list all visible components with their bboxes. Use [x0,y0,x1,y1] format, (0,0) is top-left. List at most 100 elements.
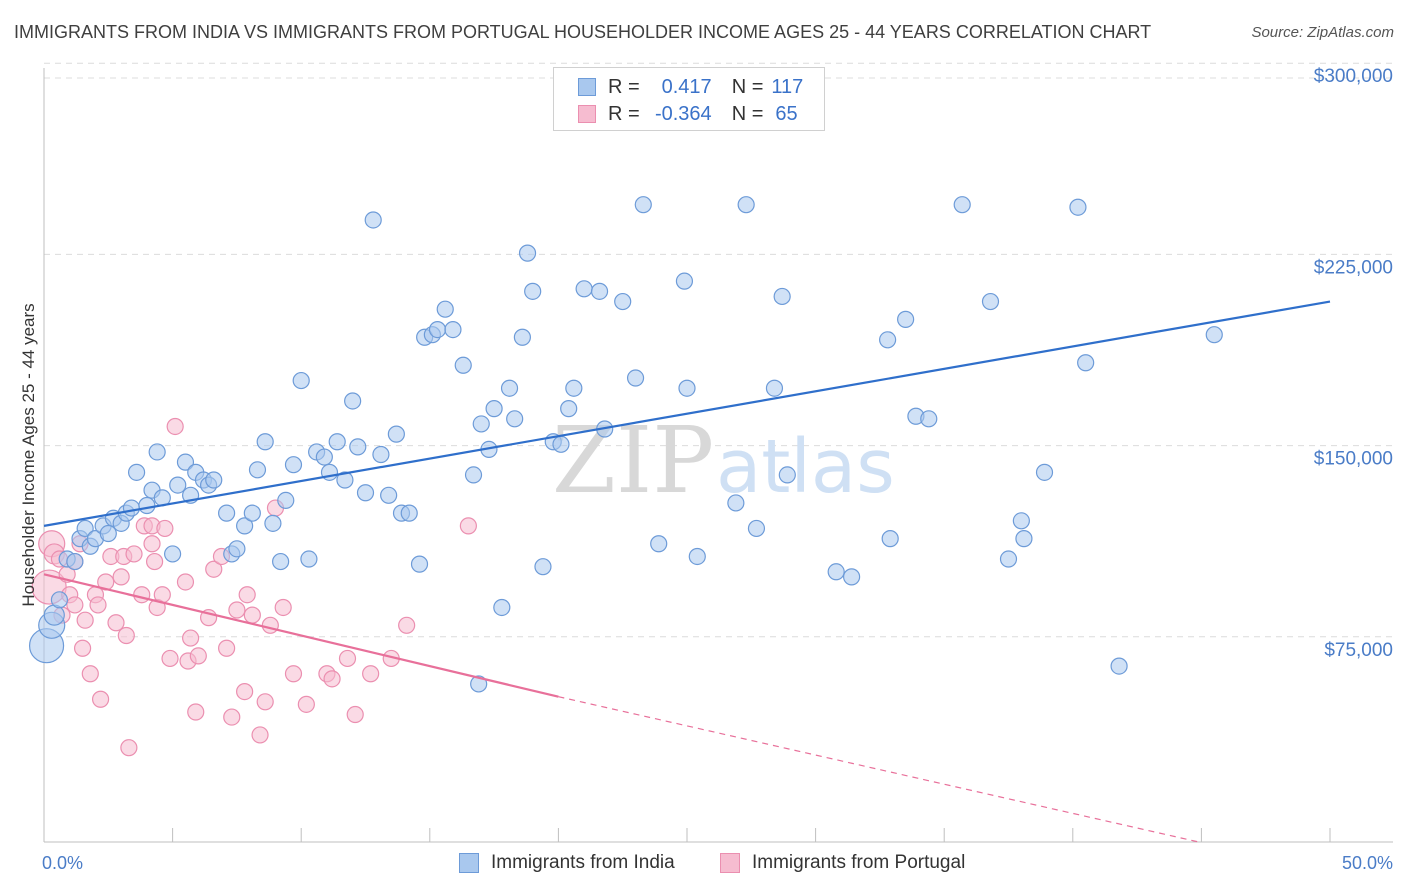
data-point [66,552,84,571]
data-point [953,196,971,214]
data-point [127,463,146,481]
data-point [534,558,552,576]
data-point [410,555,429,573]
legend-swatch-portugal [578,105,596,123]
data-point [236,517,254,535]
data-point [336,471,354,489]
source-credit: Source: ZipAtlas.com [1251,24,1394,41]
data-point [634,196,652,214]
data-point [364,211,382,229]
data-point [145,552,164,571]
data-point [518,244,537,262]
data-point [920,410,938,428]
data-point [500,379,519,397]
data-point [148,443,166,461]
data-point [187,703,205,721]
data-point [590,282,609,300]
data-point [727,494,745,512]
watermark-zip: ZIP [552,407,714,514]
data-point [297,695,315,713]
data-point [380,486,398,504]
data-point [778,466,796,484]
data-point [89,596,107,614]
y-tick-label: $300,000 [1314,66,1393,87]
data-point [251,726,269,744]
data-point [552,435,570,453]
legend-r-label: R = [608,75,640,98]
data-point [76,519,94,538]
data-point [356,484,375,502]
data-point [372,445,390,464]
data-point [164,545,182,563]
data-point [125,545,143,563]
data-point [189,647,207,665]
data-point [277,491,295,509]
data-point [323,670,341,688]
data-point [91,690,110,708]
data-point [236,682,254,701]
trend-line-portugal-extension [558,696,1199,843]
axes-layer [43,68,1393,843]
data-point [827,563,845,581]
data-point [737,196,755,214]
data-point [274,598,292,617]
data-point [156,519,174,538]
data-point [843,568,861,586]
data-point [344,392,362,410]
data-point [122,499,141,517]
data-point [292,371,310,390]
data-point [243,504,261,522]
data-point [166,417,184,436]
x-tick-label: 0.0% [42,853,83,873]
data-point [472,415,490,433]
data-point [470,675,488,693]
y-tick-label: $225,000 [1314,257,1393,278]
data-point [1035,463,1054,481]
data-point [464,466,483,484]
data-point [338,649,357,668]
india-points [28,196,1223,693]
trend-line-india [43,300,1331,527]
data-point [349,438,367,456]
data-point [169,476,187,494]
watermark: ZIP atlas [552,407,895,514]
data-point [284,665,303,683]
data-point [560,400,578,418]
chart-title: IMMIGRANTS FROM INDIA VS IMMIGRANTS FROM… [14,22,1152,42]
data-point [881,530,899,548]
legend-r-label: R = [608,102,640,125]
data-point [261,616,279,634]
data-point [182,629,200,647]
data-point [228,601,246,619]
legend-n-label: N = [731,102,764,125]
data-point [1069,198,1087,216]
data-point [243,606,261,624]
legend-row-portugal: R = -0.364 N = 65 [578,102,798,126]
data-point [524,282,542,300]
trend-line-portugal [43,573,559,698]
data-point [614,292,632,311]
data-point [205,560,223,578]
data-point [1012,512,1030,530]
data-point [879,331,897,349]
data-point [138,496,156,515]
data-point [565,379,583,397]
data-point [73,639,92,657]
data-point [493,598,511,617]
y-axis-title: Householder Income Ages 25 - 44 years [19,303,38,606]
data-point [398,616,416,634]
data-point [575,280,593,298]
series-label-india: Immigrants from India [491,852,675,873]
legend-swatch-india [578,78,596,96]
data-point [436,300,454,318]
data-point [1015,530,1033,548]
data-point [444,320,462,339]
x-tick-label: 50.0% [1342,853,1393,873]
axis-labels: $75,000 $150,000 $225,000 $300,000 0.0% 50.0% [42,66,1393,873]
data-point [284,456,303,474]
data-point [688,547,706,566]
data-point [999,550,1018,568]
data-point [428,320,447,339]
data-point [765,379,784,397]
data-point [362,665,380,683]
